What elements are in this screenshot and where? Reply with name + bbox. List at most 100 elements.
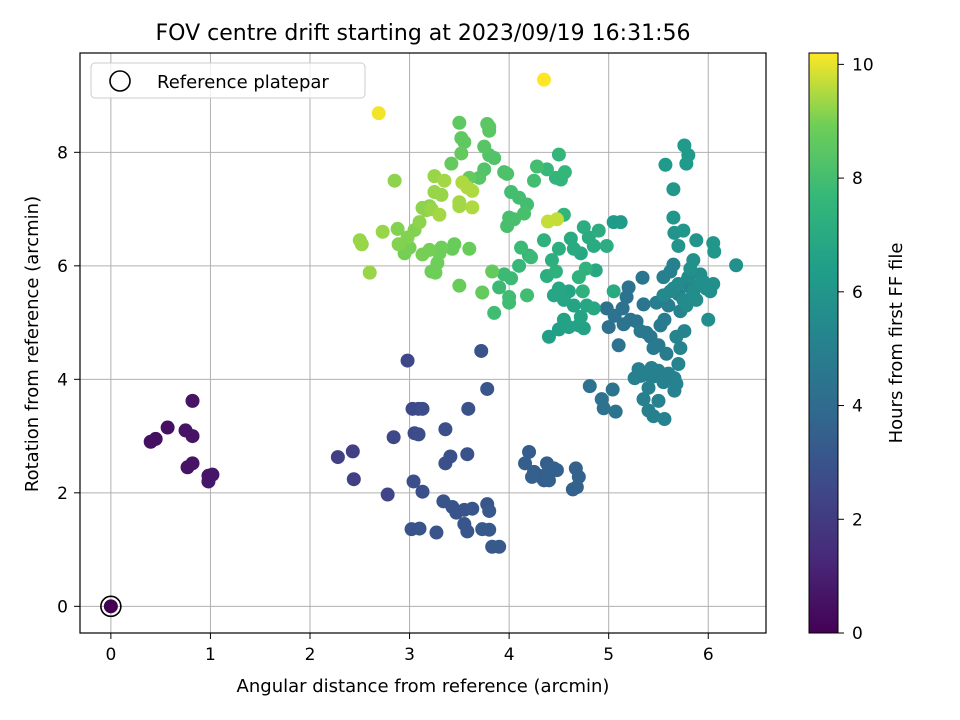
data-point — [465, 200, 480, 215]
x-axis-label: Angular distance from reference (arcmin) — [237, 676, 610, 697]
data-point — [387, 173, 402, 188]
data-point — [591, 223, 606, 238]
data-point — [497, 165, 512, 180]
data-point — [666, 182, 681, 197]
data-point — [504, 271, 519, 286]
data-point — [474, 343, 489, 358]
data-point — [457, 135, 472, 150]
data-point — [586, 301, 601, 316]
data-point — [569, 480, 584, 495]
data-point — [514, 240, 529, 255]
data-point — [345, 444, 360, 459]
data-point — [548, 264, 563, 279]
data-point — [390, 221, 405, 236]
x-tick-label: 5 — [603, 645, 614, 665]
data-point — [641, 380, 656, 395]
data-point — [415, 247, 430, 262]
colorbar-tick-label: 0 — [852, 624, 863, 644]
data-point — [669, 376, 684, 391]
data-point — [671, 356, 686, 371]
data-point — [452, 278, 467, 293]
x-tick-label: 0 — [105, 645, 116, 665]
data-point — [482, 503, 497, 518]
colorbar-ticks: 0 2 4 6 8 10 — [838, 55, 874, 644]
x-tick-label: 4 — [504, 645, 515, 665]
data-points — [100, 72, 744, 618]
data-point — [185, 393, 200, 408]
data-point — [524, 250, 539, 265]
colorbar-tick-label: 2 — [852, 510, 863, 530]
data-point — [658, 157, 673, 172]
y-tick-label: 0 — [57, 597, 68, 617]
data-point — [375, 224, 390, 239]
data-point — [666, 257, 681, 272]
data-point — [445, 241, 460, 256]
data-point — [362, 265, 377, 280]
legend: Reference platepar — [90, 62, 366, 99]
data-point — [651, 393, 666, 408]
data-point — [621, 280, 636, 295]
data-point — [485, 264, 500, 279]
data-point — [677, 138, 692, 153]
legend-entry-reference: Reference platepar — [157, 72, 329, 93]
data-point — [657, 312, 672, 327]
colorbar-tick-label: 8 — [852, 169, 863, 189]
data-point — [330, 450, 345, 465]
data-point — [525, 469, 540, 484]
data-point — [657, 412, 672, 427]
data-point — [636, 392, 651, 407]
y-tick-label: 2 — [57, 484, 68, 504]
data-point — [576, 321, 591, 336]
data-point — [576, 220, 591, 235]
data-point — [465, 183, 480, 198]
data-point — [492, 539, 507, 554]
data-point — [411, 427, 426, 442]
data-point — [706, 276, 721, 291]
data-point — [582, 379, 597, 394]
data-point — [461, 401, 476, 416]
data-point — [380, 487, 395, 502]
data-point — [160, 420, 175, 435]
data-point — [646, 409, 661, 424]
legend-marker-icon — [109, 70, 131, 92]
reference-platepar-marker — [100, 595, 122, 618]
data-point — [536, 233, 551, 248]
data-point — [578, 261, 593, 276]
data-point — [608, 404, 623, 419]
data-point — [673, 341, 688, 356]
data-point — [551, 147, 566, 162]
data-point — [666, 210, 681, 225]
data-point — [185, 429, 200, 444]
data-point — [452, 199, 467, 214]
data-point — [689, 233, 704, 248]
data-point — [480, 381, 495, 396]
x-tick-label: 2 — [305, 645, 316, 665]
y-tick-label: 4 — [57, 370, 68, 390]
data-point — [487, 305, 502, 320]
data-point — [512, 258, 527, 273]
data-point — [701, 312, 716, 327]
data-point — [434, 187, 449, 202]
x-tick-label: 3 — [404, 645, 415, 665]
data-point — [429, 525, 444, 540]
data-point — [412, 215, 427, 230]
data-point — [502, 295, 517, 310]
y-tick-label: 6 — [57, 257, 68, 277]
data-point — [452, 115, 467, 130]
axis-ticks: 0 1 2 3 4 5 6 0 2 4 6 8 — [57, 143, 713, 665]
data-point — [415, 401, 430, 416]
colorbar-tick-label: 6 — [852, 283, 863, 303]
data-point — [527, 173, 542, 188]
data-point — [601, 320, 616, 335]
data-point — [563, 231, 578, 246]
data-point — [437, 173, 452, 188]
data-point — [460, 447, 475, 462]
data-point — [586, 238, 601, 253]
data-point — [428, 265, 443, 280]
data-point — [443, 449, 458, 464]
data-point — [611, 338, 626, 353]
data-point — [454, 146, 469, 161]
colorbar-tick-label: 10 — [852, 55, 874, 75]
data-point — [596, 401, 611, 416]
